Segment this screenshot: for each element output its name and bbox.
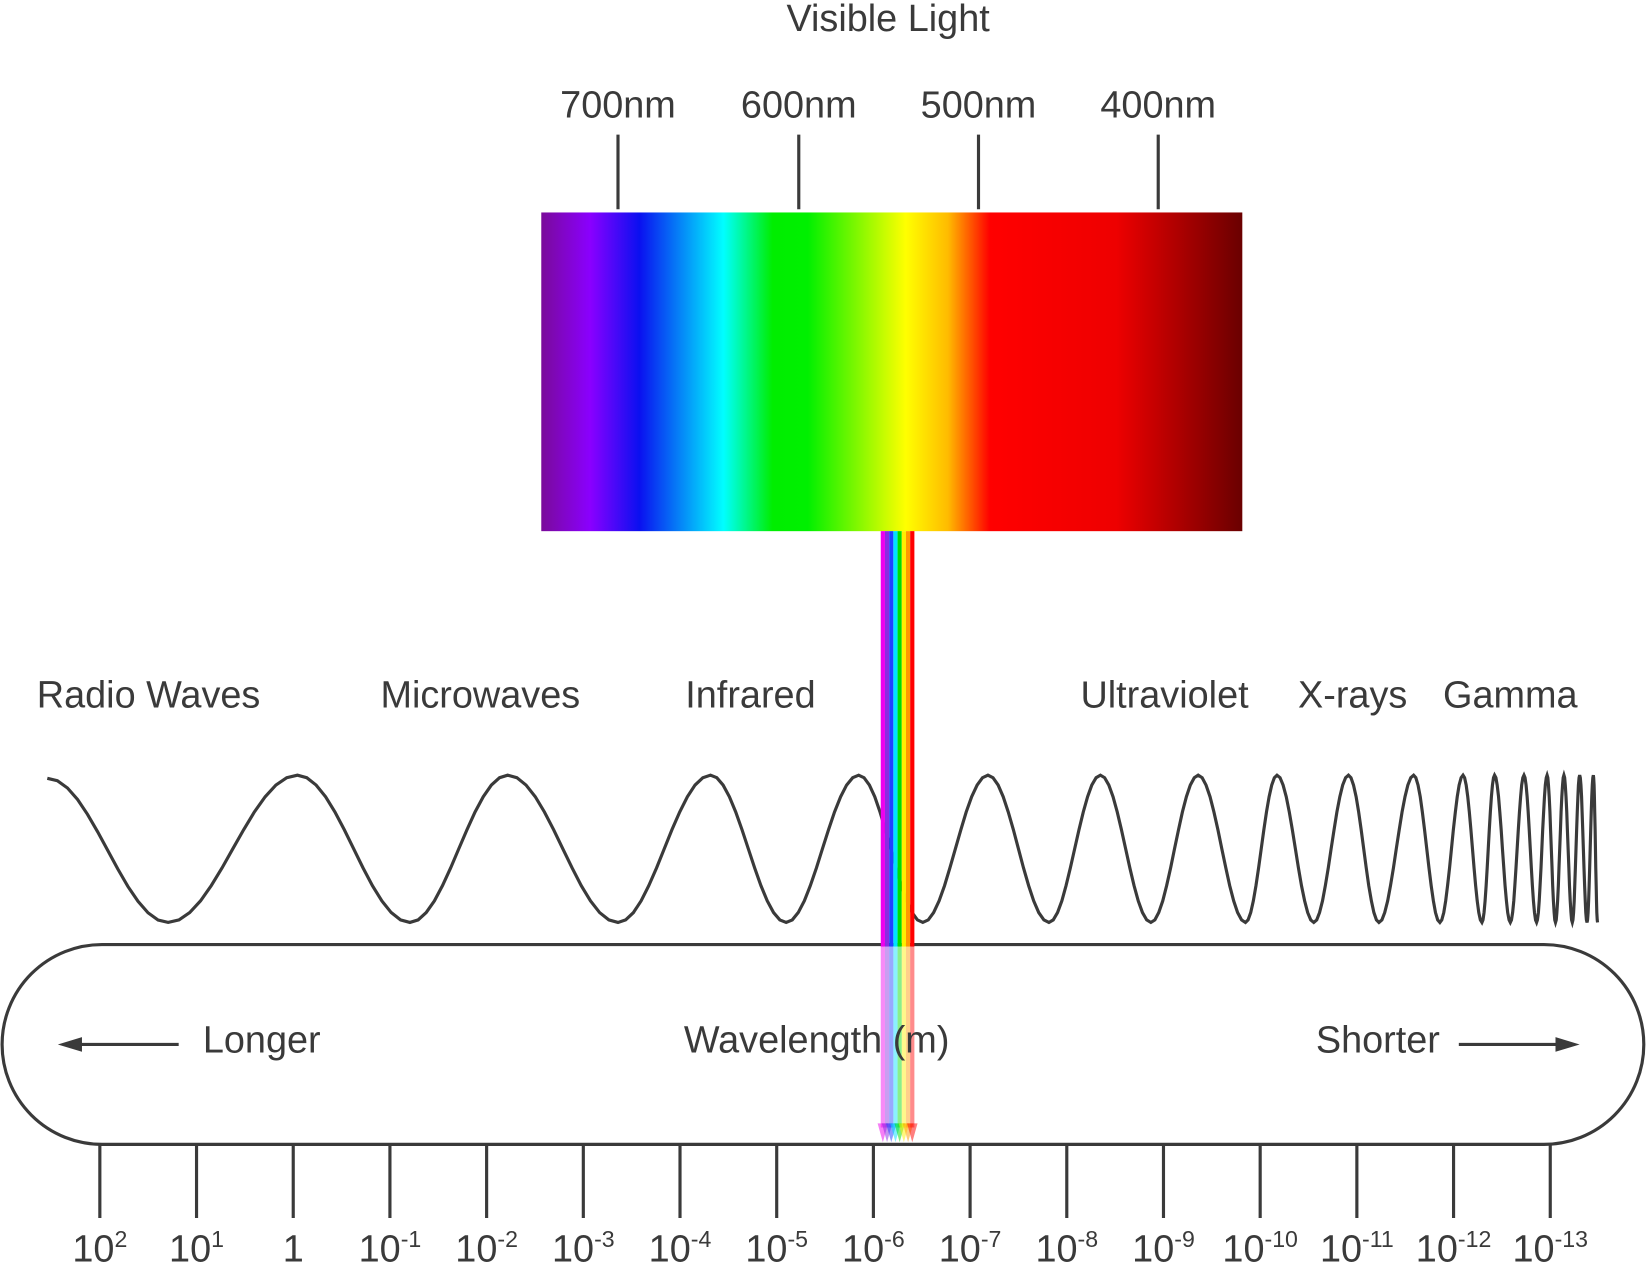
nm-label: 500nm <box>921 84 1037 126</box>
tick-base: 10 <box>359 1229 401 1271</box>
beam-arrowhead <box>907 1123 918 1143</box>
tick-base: 10 <box>939 1229 981 1271</box>
band-label: Microwaves <box>380 674 580 716</box>
wavelength-bar <box>0 942 1646 1146</box>
band-labels: Radio Waves Microwaves Infrared Ultraviolet… <box>37 674 1579 716</box>
tick-exponent: 2 <box>114 1226 127 1252</box>
tick-label: 1 <box>283 1229 304 1271</box>
label-wavelength: Wavelength (m) <box>684 1019 950 1061</box>
tick-exponent: -5 <box>787 1226 808 1252</box>
tick-base: 10 <box>842 1229 884 1271</box>
tick-label: 10-9 <box>1132 1226 1195 1270</box>
tick-exponent: -11 <box>1362 1226 1394 1252</box>
tick-exponent: -6 <box>884 1226 905 1252</box>
tick-base: 10 <box>745 1229 787 1271</box>
tick-base: 10 <box>72 1229 114 1271</box>
band-label: X-rays <box>1298 674 1407 716</box>
label-longer: Longer <box>203 1019 321 1061</box>
tick-base: 10 <box>649 1229 691 1271</box>
tick-exponent: -12 <box>1458 1226 1491 1252</box>
tick-base: 10 <box>1320 1229 1362 1271</box>
tick-label: 10-4 <box>649 1226 712 1270</box>
tick-exponent: -8 <box>1078 1226 1099 1252</box>
tick-base: 1 <box>283 1229 304 1271</box>
tick-base: 10 <box>1416 1229 1458 1271</box>
tick-base: 10 <box>1222 1229 1264 1271</box>
light-beam <box>877 531 918 1143</box>
nm-label: 400nm <box>1100 84 1216 126</box>
nm-label: 600nm <box>741 84 857 126</box>
tick-exponent: 1 <box>211 1226 224 1252</box>
tick-exponent: -13 <box>1555 1226 1588 1252</box>
tick-label: 10-10 <box>1222 1226 1298 1270</box>
band-label: Gamma <box>1443 674 1578 716</box>
tick-base: 10 <box>552 1229 594 1271</box>
tick-base: 10 <box>169 1229 211 1271</box>
tick-exponent: -1 <box>401 1226 422 1252</box>
tick-label: 10-3 <box>552 1226 615 1270</box>
nm-label: 700nm <box>560 84 676 126</box>
arrowhead-right <box>1555 1037 1580 1052</box>
tick-base: 10 <box>1035 1229 1077 1271</box>
tick-exponent: -7 <box>981 1226 1002 1252</box>
tick-exponent: -4 <box>691 1226 712 1252</box>
tick-base: 10 <box>1512 1229 1554 1271</box>
tick-label: 101 <box>169 1226 224 1270</box>
tick-label: 10-5 <box>745 1226 808 1270</box>
tick-label: 10-2 <box>455 1226 518 1270</box>
tick-scale: 102 101 1 10-1 10-2 10-3 10-4 10-5 10-6 10-7 10-8 1… <box>72 1144 1588 1271</box>
tick-label: 10-6 <box>842 1226 905 1270</box>
tick-label: 102 <box>72 1226 127 1270</box>
band-label: Radio Waves <box>37 674 261 716</box>
wave <box>46 769 1600 929</box>
title: Visible Light <box>786 0 990 40</box>
tick-exponent: -2 <box>497 1226 518 1252</box>
tick-label: 10-11 <box>1320 1226 1394 1270</box>
tick-label: 10-13 <box>1512 1226 1588 1270</box>
visible-spectrum <box>541 212 1243 532</box>
label-shorter: Shorter <box>1316 1019 1440 1061</box>
arrowhead-left <box>57 1037 82 1052</box>
tick-exponent: -10 <box>1265 1226 1298 1252</box>
tick-base: 10 <box>455 1229 497 1271</box>
tick-label: 10-12 <box>1416 1226 1492 1270</box>
tick-exponent: -9 <box>1174 1226 1195 1252</box>
tick-label: 10-1 <box>359 1226 422 1270</box>
tick-label: 10-8 <box>1035 1226 1098 1270</box>
nm-scale: 700nm 600nm 500nm 400nm <box>560 84 1216 210</box>
band-label: Infrared <box>685 674 815 716</box>
band-label: Ultraviolet <box>1080 674 1249 716</box>
tick-label: 10-7 <box>939 1226 1002 1270</box>
tick-exponent: -3 <box>594 1226 615 1252</box>
tick-base: 10 <box>1132 1229 1174 1271</box>
